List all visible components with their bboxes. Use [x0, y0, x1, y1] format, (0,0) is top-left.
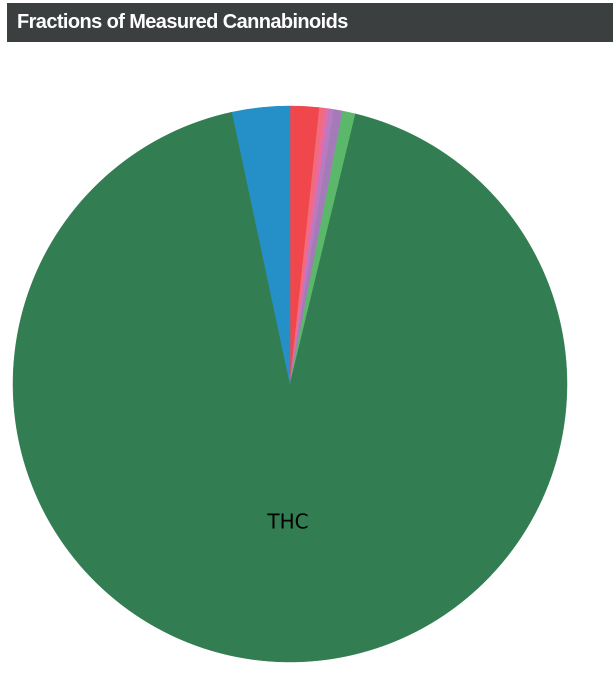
pie-slice-7 — [231, 105, 291, 385]
chart-title: Fractions of Measured Cannabinoids — [17, 11, 348, 33]
slice-label-thc: THC — [266, 510, 308, 534]
pie-slice-thc — [12, 111, 568, 663]
chart-header: Fractions of Measured Cannabinoids — [7, 3, 613, 42]
